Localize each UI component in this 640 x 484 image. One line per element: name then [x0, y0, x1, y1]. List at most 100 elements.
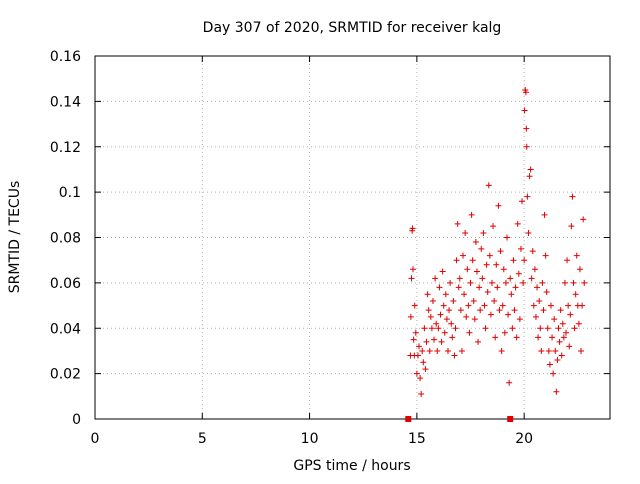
data-point: [460, 252, 467, 259]
data-point: [566, 343, 573, 350]
data-point: [436, 284, 443, 291]
data-point: [507, 275, 514, 282]
data-point: [522, 89, 529, 96]
data-point: [456, 275, 463, 282]
data-point: [427, 313, 434, 320]
x-tick-label: 5: [198, 431, 207, 447]
y-tick-label: 0.04: [50, 321, 81, 337]
data-point: [565, 302, 572, 309]
axis-marker: [507, 416, 514, 422]
y-tick-label: 0.1: [59, 185, 81, 201]
data-point: [411, 302, 418, 309]
data-point: [475, 338, 482, 345]
data-point: [447, 279, 454, 286]
data-point: [545, 347, 552, 354]
data-point: [492, 334, 499, 341]
data-point: [414, 352, 421, 359]
data-point: [476, 284, 483, 291]
data-point: [469, 257, 476, 264]
data-point: [575, 320, 582, 327]
data-point: [428, 325, 435, 332]
data-point: [485, 182, 492, 189]
x-tick-labels: 0 5 10 15 20: [91, 431, 534, 447]
data-point: [552, 347, 559, 354]
data-point: [450, 298, 457, 305]
data-point: [549, 334, 556, 341]
data-point: [408, 275, 415, 282]
data-point: [407, 313, 414, 320]
data-point: [524, 193, 531, 200]
data-point: [455, 284, 462, 291]
data-point: [563, 329, 570, 336]
data-point: [580, 216, 587, 223]
data-point: [570, 279, 577, 286]
data-point: [441, 329, 448, 336]
data-point: [581, 279, 588, 286]
data-point: [500, 266, 507, 273]
data-point: [544, 325, 551, 332]
data-point: [521, 107, 528, 114]
data-point: [536, 298, 543, 305]
data-point: [458, 347, 465, 354]
data-point: [532, 313, 539, 320]
data-point: [452, 325, 459, 332]
data-point: [480, 229, 487, 236]
data-point: [462, 229, 469, 236]
data-point: [483, 261, 490, 268]
data-point: [467, 279, 474, 286]
data-point: [409, 225, 416, 232]
bottom-markers: [405, 416, 514, 422]
data-point: [505, 311, 512, 318]
data-point: [497, 248, 504, 255]
data-point: [417, 375, 424, 382]
data-point: [508, 291, 515, 298]
data-point: [571, 325, 578, 332]
data-point: [439, 268, 446, 275]
data-point: [461, 291, 468, 298]
y-tick-label: 0.06: [50, 276, 81, 292]
data-point: [454, 220, 461, 227]
data-point: [449, 334, 456, 341]
data-point: [453, 257, 460, 264]
axis-marker: [405, 416, 412, 422]
data-point: [530, 302, 537, 309]
data-point: [579, 302, 586, 309]
data-point: [510, 257, 517, 264]
data-point: [470, 298, 477, 305]
data-point: [442, 291, 449, 298]
y-tick-label: 0: [72, 412, 81, 428]
axis-ticks: [94, 55, 610, 420]
data-point: [471, 316, 478, 323]
data-point: [499, 302, 506, 309]
data-point: [506, 379, 513, 386]
x-tick-label: 15: [408, 431, 426, 447]
data-points: [407, 87, 588, 398]
data-point: [568, 223, 575, 230]
data-point: [468, 211, 475, 218]
data-point: [512, 284, 519, 291]
data-point: [433, 320, 440, 327]
data-point: [515, 270, 522, 277]
data-point: [473, 268, 480, 275]
data-point: [477, 307, 484, 314]
data-point: [440, 302, 447, 309]
data-point: [540, 307, 547, 314]
data-point: [521, 257, 528, 264]
data-point: [494, 284, 501, 291]
x-axis-label: GPS time / hours: [293, 458, 410, 474]
data-point: [525, 229, 532, 236]
y-axis-label: SRMTID / TECUs: [7, 181, 23, 294]
data-point: [443, 316, 450, 323]
data-point: [504, 234, 510, 241]
data-point: [425, 307, 432, 314]
data-point: [421, 325, 428, 332]
data-point: [531, 266, 538, 273]
data-point: [520, 279, 527, 286]
data-point: [423, 338, 430, 345]
data-point: [560, 334, 567, 341]
data-point: [435, 325, 442, 332]
data-point: [523, 143, 530, 150]
y-tick-label: 0.12: [50, 140, 81, 156]
